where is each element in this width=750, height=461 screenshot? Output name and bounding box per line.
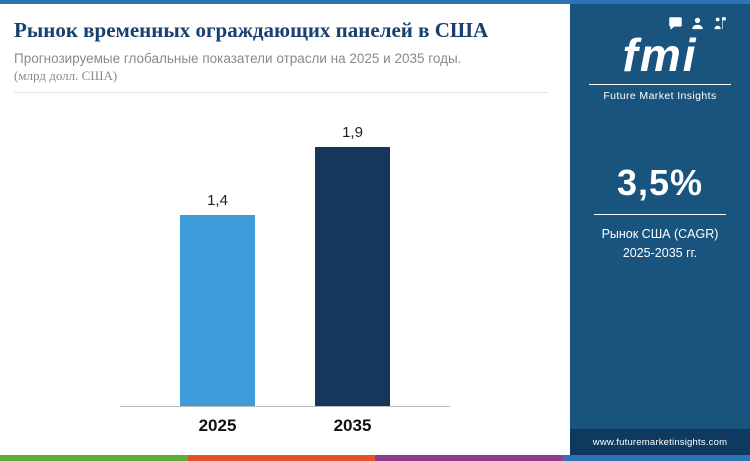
bottom-color-stripe xyxy=(0,455,750,461)
chart-unit-label: (млрд долл. США) xyxy=(14,68,118,83)
bar-chart: 1,4 1,9 2025 2035 xyxy=(0,107,570,436)
stripe-segment-green xyxy=(0,455,188,461)
logo-icons-row xyxy=(585,16,735,32)
website-link[interactable]: www.futuremarketinsights.com xyxy=(570,429,750,455)
brand-sidebar: fmi Future Market Insights 3,5% Рынок СШ… xyxy=(570,0,750,455)
bar-2035 xyxy=(315,147,390,406)
plot-area: 1,4 1,9 xyxy=(120,107,450,407)
stripe-segment-orange xyxy=(187,455,375,461)
stripe-segment-purple xyxy=(375,455,563,461)
bar-group-2025: 1,4 xyxy=(180,192,255,406)
cagr-value: 3,5% xyxy=(616,161,704,203)
logo-divider xyxy=(589,83,731,85)
top-accent-border xyxy=(0,0,750,4)
bar-group-2035: 1,9 xyxy=(315,124,390,406)
chart-title: Рынок временных ограждающих панелей в СШ… xyxy=(14,18,489,42)
brand-name: Future Market Insights xyxy=(603,89,717,102)
person-icon xyxy=(690,16,705,32)
stat-divider xyxy=(594,213,726,215)
cagr-stat: 3,5% Рынок США (CAGR) 2025-2035 гг. xyxy=(580,162,740,264)
stripe-segment-blue xyxy=(562,455,750,461)
bar-value-label-2025: 1,4 xyxy=(207,192,228,209)
chat-bubble-icon xyxy=(668,16,683,32)
fmi-logo-text: fmi xyxy=(622,29,698,81)
x-axis-labels: 2025 2035 xyxy=(120,407,450,436)
fmi-logo: fmi Future Market Insights xyxy=(585,16,735,102)
presenter-icon xyxy=(712,16,727,32)
header-divider xyxy=(14,92,548,93)
chart-header: Рынок временных ограждающих панелей в СШ… xyxy=(0,4,570,93)
chart-panel: Рынок временных ограждающих панелей в СШ… xyxy=(0,4,570,455)
bar-2025 xyxy=(180,215,255,406)
x-axis-label-2025: 2025 xyxy=(198,416,237,435)
chart-subtitle: Прогнозируемые глобальные показатели отр… xyxy=(14,51,462,66)
bar-value-label-2035: 1,9 xyxy=(342,124,363,141)
x-axis-label-2035: 2035 xyxy=(333,416,372,435)
cagr-label-line1: Рынок США (CAGR) xyxy=(601,226,719,241)
cagr-label-line2: 2025-2035 гг. xyxy=(622,246,698,261)
